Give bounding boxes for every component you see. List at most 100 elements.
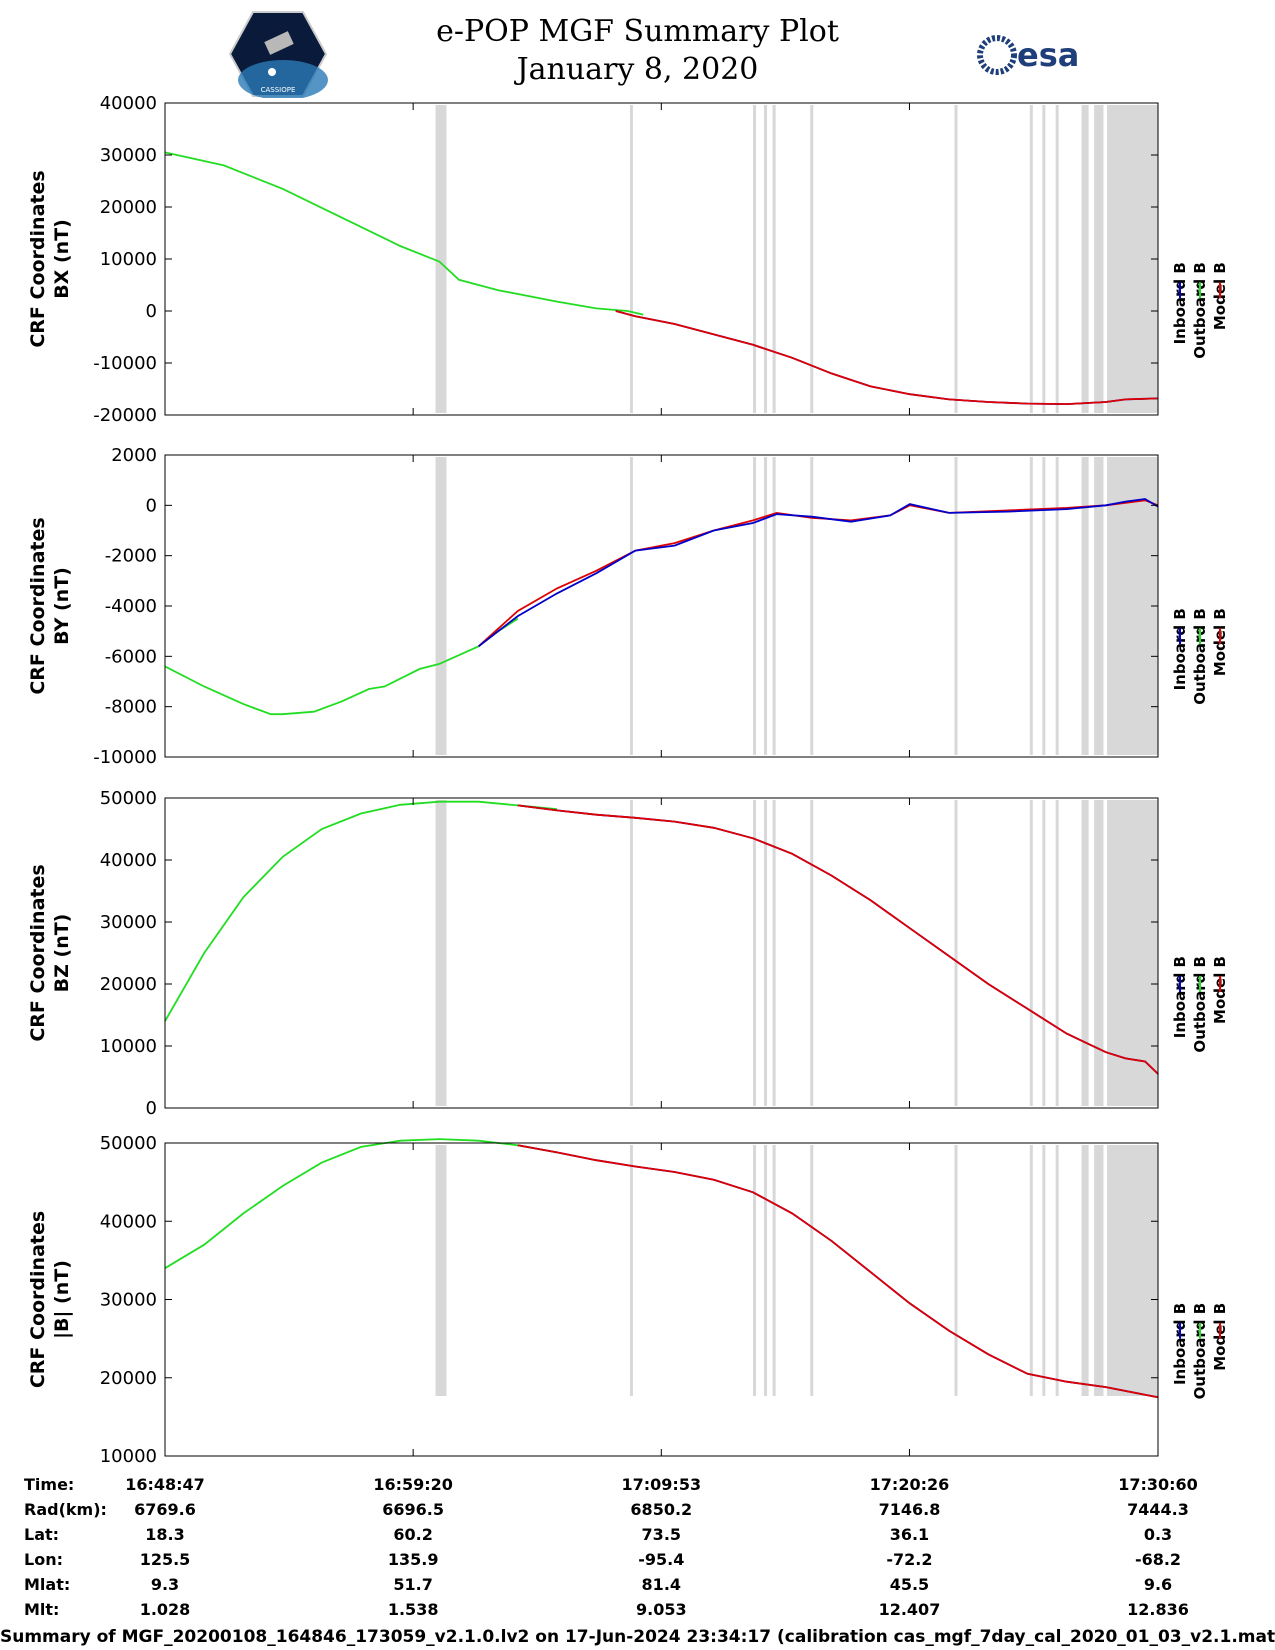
data-gap-band (629, 105, 633, 413)
y-tick-label: 10000 (100, 1446, 157, 1467)
y-tick-label: -8000 (105, 697, 157, 718)
info-row-label: Lon: (24, 1550, 63, 1569)
data-gap-band (1029, 1145, 1033, 1396)
legend-label: Inboard B (1171, 262, 1189, 344)
info-value: 7444.3 (1127, 1500, 1189, 1519)
info-row-label: Time: (24, 1475, 74, 1494)
axes-frame (164, 797, 1159, 1109)
y-tick-label: 30000 (100, 912, 157, 933)
data-gap-band (810, 457, 814, 755)
data-gap-band (1029, 105, 1033, 413)
plot-date: January 8, 2020 (516, 52, 759, 87)
legend-label: Inboard B (1171, 1303, 1189, 1385)
y-tick-label: -2000 (105, 546, 157, 567)
data-gap-band (753, 800, 757, 1106)
axes-frame (164, 102, 1159, 416)
data-gap-band (954, 105, 958, 413)
chart-panel-1: 40000 30000 20000 10000 0 -10000 -20000 CRF Coo… (27, 93, 1229, 426)
y-tick-label: 20000 (100, 197, 157, 218)
data-gap-band (1042, 800, 1046, 1106)
info-value: 16:48:47 (125, 1475, 205, 1494)
series-line-model-b (517, 1144, 1159, 1399)
data-gap-band (1107, 105, 1158, 413)
info-value: -95.4 (638, 1550, 684, 1569)
y-tick-label: -10000 (93, 353, 157, 374)
data-gap-band (772, 457, 776, 755)
data-gap-band (764, 1145, 768, 1396)
y-tick-label: 40000 (100, 93, 157, 114)
y-tick-label: -10000 (93, 747, 157, 768)
legend-label: Outboard B (1191, 608, 1209, 705)
series-line-inboard-b (517, 804, 1159, 1075)
y-tick-label: 50000 (100, 788, 157, 809)
legend-label: Inboard B (1171, 608, 1189, 690)
data-gap-band (954, 1145, 958, 1396)
series-line-outboard-b (164, 1138, 558, 1269)
y-tick-label: 30000 (100, 1290, 157, 1311)
info-value: 6769.6 (134, 1500, 196, 1519)
cassiope-logo-text: CASSIOPE (261, 86, 296, 94)
data-gap-band (435, 1145, 447, 1396)
y-axis-label: BX (nT) (51, 219, 73, 299)
info-row-label: Lat: (24, 1525, 59, 1544)
data-gap-band (1029, 800, 1033, 1106)
y-axis-label: BZ (nT) (51, 914, 73, 993)
data-gap-band (1094, 457, 1104, 755)
legend-label: Inboard B (1171, 956, 1189, 1038)
y-axis-label: BY (nT) (51, 567, 73, 645)
data-gap-band (1081, 1145, 1089, 1396)
cassiope-logo: CASSIOPE (228, 11, 328, 98)
orbit-info-table: Time: 16:48:47 16:59:20 17:09:53 17:20:26 17:… (24, 1475, 1198, 1619)
info-value: 9.053 (636, 1600, 687, 1619)
data-gap-band (810, 800, 814, 1106)
info-value: 51.7 (393, 1575, 432, 1594)
y-tick-label: 0 (146, 1098, 157, 1119)
data-gap-band (764, 800, 768, 1106)
data-gap-band (435, 105, 447, 413)
data-gap-band (1081, 105, 1089, 413)
legend-label: Outboard B (1191, 262, 1209, 359)
esa-logo-text: esa (1017, 36, 1079, 74)
data-gap-band (954, 457, 958, 755)
y-tick-label: 0 (146, 301, 157, 322)
info-value: 7146.8 (879, 1500, 941, 1519)
data-gap-band (1042, 1145, 1046, 1396)
data-gap-band (753, 1145, 757, 1396)
info-value: 6696.5 (382, 1500, 444, 1519)
info-value: 60.2 (393, 1525, 432, 1544)
info-value: 125.5 (140, 1550, 191, 1569)
footer-summary: Summary of MGF_20200108_164846_173059_v2… (0, 1627, 1275, 1647)
axes-frame (164, 1142, 1159, 1457)
info-value: 16:59:20 (373, 1475, 453, 1494)
y-tick-label: 10000 (100, 249, 157, 270)
y-tick-label: 40000 (100, 1211, 157, 1232)
legend-label: Outboard B (1191, 956, 1209, 1053)
chart-panel-4: 50000 40000 30000 20000 10000 CRF Coordinates… (27, 1133, 1229, 1467)
series-line-model-b (517, 804, 1159, 1075)
info-value: 17:09:53 (622, 1475, 702, 1494)
data-gap-band (1055, 800, 1059, 1106)
data-gap-band (1042, 457, 1046, 755)
info-value: 135.9 (388, 1550, 439, 1569)
series-line-outboard-b (164, 800, 558, 1022)
data-gap-band (753, 457, 757, 755)
info-value: 45.5 (890, 1575, 929, 1594)
y-tick-label: 30000 (100, 145, 157, 166)
data-gap-band (764, 457, 768, 755)
series-line-model-b (615, 310, 1159, 406)
data-gap-band (1055, 105, 1059, 413)
info-value: 9.6 (1144, 1575, 1172, 1594)
y-axis-label: CRF Coordinates (27, 864, 49, 1041)
info-value: 17:20:26 (870, 1475, 950, 1494)
series-line-outboard-b (164, 151, 644, 316)
y-tick-label: 0 (146, 495, 157, 516)
y-tick-label: 2000 (111, 445, 157, 466)
data-gap-band (1042, 105, 1046, 413)
data-gap-band (764, 105, 768, 413)
data-gap-band (772, 800, 776, 1106)
data-gap-band (629, 457, 633, 755)
data-gap-band (1029, 457, 1033, 755)
info-value: 17:30:60 (1118, 1475, 1198, 1494)
info-value: -72.2 (886, 1550, 932, 1569)
